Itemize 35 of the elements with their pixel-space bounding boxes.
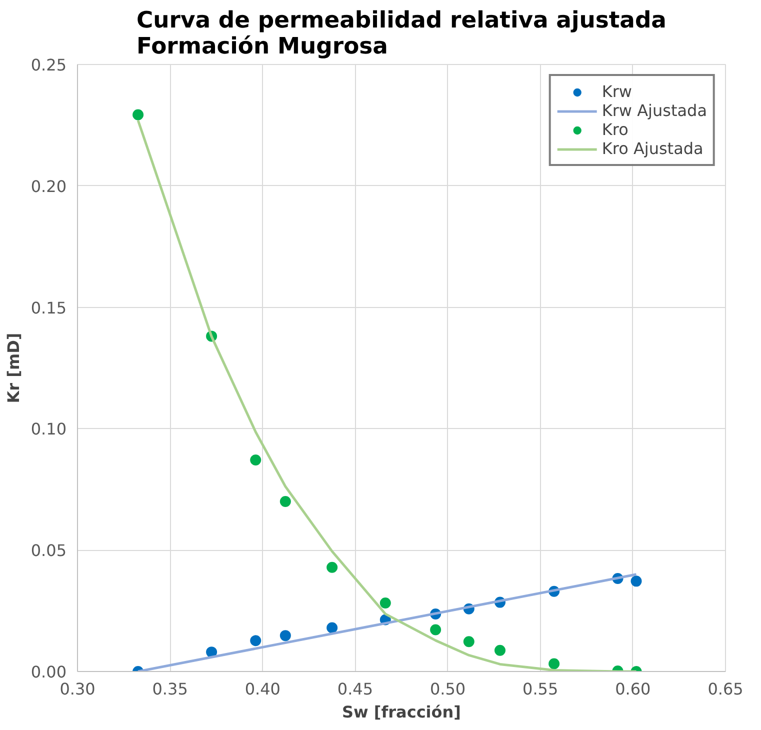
legend-label: Kro Ajustada — [602, 139, 704, 158]
point — [280, 630, 291, 642]
point — [548, 658, 560, 670]
point — [280, 496, 291, 508]
y-tick-label: 0.20 — [30, 176, 66, 196]
y-tick-label: 0.25 — [30, 56, 66, 74]
point — [132, 109, 144, 120]
point — [380, 598, 391, 609]
x-tick-label: 0.65 — [708, 680, 744, 698]
y-tick-label: 0.05 — [30, 541, 66, 560]
y-tick-label: 0.10 — [30, 420, 66, 439]
x-tick-label: 0.55 — [522, 680, 558, 698]
point — [494, 644, 506, 656]
point — [250, 454, 262, 466]
y-tick-label: 0.00 — [30, 662, 66, 682]
legend-label: Krw — [602, 82, 632, 101]
x-tick-label: 0.60 — [615, 680, 651, 698]
point — [250, 635, 262, 646]
point — [463, 636, 474, 648]
legend-label: Krw Ajustada — [602, 101, 707, 120]
x-tick-label: 0.40 — [244, 680, 280, 698]
legend-label: Kro — [602, 120, 628, 139]
point — [430, 624, 442, 636]
x-axis-title: Sw [fracción] — [342, 702, 461, 722]
y-tick-label: 0.15 — [30, 298, 66, 318]
point — [326, 622, 338, 634]
x-tick-label: 0.50 — [430, 680, 466, 698]
point — [630, 576, 642, 587]
chart-title: Curva de permeabilidad relativa ajustada Formación Mugrosa — [136, 8, 666, 60]
x-tick-label: 0.45 — [337, 680, 374, 698]
x-tick-label: 0.35 — [152, 680, 188, 698]
y-axis-title: Kr [mD] — [4, 332, 23, 404]
point — [326, 562, 338, 573]
point — [206, 646, 218, 658]
x-tick-label: 0.30 — [60, 680, 96, 698]
